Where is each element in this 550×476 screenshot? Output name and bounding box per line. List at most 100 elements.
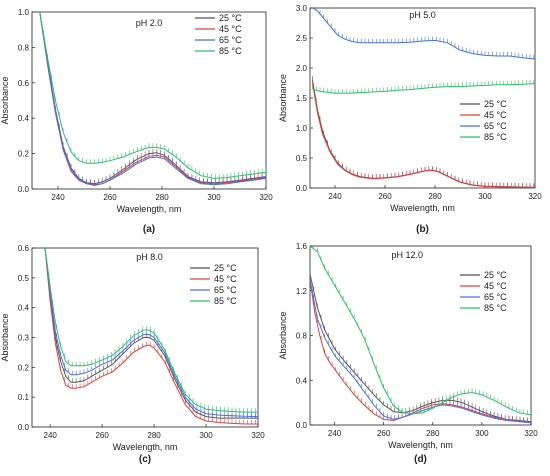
y-tick-label: 1.2: [296, 287, 308, 296]
legend-label: 65 °C: [219, 35, 242, 45]
series-line: [312, 8, 535, 60]
x-tick-label: 240: [51, 193, 65, 202]
series-line: [44, 248, 258, 419]
y-axis-label: Absorbance: [0, 313, 10, 361]
y-tick-label: 0.0: [296, 184, 308, 193]
legend-label: 25 °C: [219, 13, 242, 23]
x-tick-label: 320: [251, 431, 265, 440]
x-tick-label: 300: [207, 193, 221, 202]
y-tick-label: 0.5: [296, 154, 308, 163]
x-tick-label: 240: [44, 431, 58, 440]
x-tick-label: 300: [475, 429, 489, 438]
chart-title: pH 5.0: [409, 10, 436, 20]
series-line: [39, 12, 266, 185]
legend-label: 85 °C: [484, 303, 507, 313]
x-tick-label: 280: [428, 192, 442, 201]
chart-title: pH 8.0: [136, 252, 163, 262]
y-tick-label: 0.0: [18, 185, 30, 194]
y-tick-label: 0.6: [18, 79, 30, 88]
panel-letter: (b): [416, 224, 429, 235]
x-tick-label: 300: [199, 431, 213, 440]
series-2: [312, 8, 535, 60]
y-tick-label: 0.5: [18, 274, 30, 283]
series-line: [39, 12, 266, 187]
series-line: [44, 248, 258, 425]
y-tick-label: 3.0: [296, 4, 308, 13]
legend-label: 85 °C: [214, 296, 237, 306]
series-line: [312, 82, 535, 188]
x-axis-label: Wavelength, nm: [117, 204, 182, 214]
y-tick-label: 0.4: [18, 114, 30, 123]
legend-label: 85 °C: [219, 46, 242, 56]
x-tick-label: 320: [528, 192, 542, 201]
y-tick-label: 2.5: [296, 34, 308, 43]
legend-label: 25 °C: [214, 263, 237, 273]
chart-panel-0: 240 260 280 300 320 0.0 0.2 0.4 0.6 0.8 1.0 Wavelen…: [0, 8, 273, 235]
x-tick-label: 240: [328, 192, 342, 201]
x-tick-label: 260: [377, 429, 391, 438]
y-tick-label: 0.0: [296, 421, 308, 430]
legend: 25 °C45 °C65 °C85 °C: [190, 263, 237, 306]
legend-label: 65 °C: [484, 121, 507, 131]
legend-label: 45 °C: [214, 274, 237, 284]
y-axis-label: Absorbance: [278, 311, 288, 359]
series-1: [312, 79, 535, 188]
y-tick-label: 0.4: [296, 376, 308, 385]
x-tick-label: 240: [328, 429, 342, 438]
y-axis-label: Absorbance: [0, 76, 10, 124]
x-tick-label: 320: [524, 429, 538, 438]
y-tick-label: 0.8: [296, 332, 308, 341]
legend-label: 45 °C: [484, 110, 507, 120]
y-tick-label: 0.3: [18, 334, 30, 343]
series-line: [312, 83, 535, 94]
x-tick-label: 320: [259, 193, 273, 202]
x-axis-label: Wavelength, nm: [388, 440, 453, 450]
x-tick-label: 260: [95, 431, 109, 440]
legend-label: 25 °C: [484, 270, 507, 280]
series-3: [312, 79, 535, 94]
y-tick-label: 2.0: [296, 64, 308, 73]
y-axis-label: Absorbance: [278, 74, 288, 122]
chart-panel-1: 240 260 280 300 320 0.0 0.5 1.0 1.5 2.0 2.5 3.0 Wave…: [278, 4, 542, 235]
plot-frame: [309, 7, 536, 189]
x-axis-label: Wavelength, nm: [113, 442, 178, 452]
x-tick-label: 280: [147, 431, 161, 440]
y-tick-label: 0.0: [18, 423, 30, 432]
x-axis-label: Wavelength, nm: [390, 203, 455, 213]
y-tick-label: 1.5: [296, 94, 308, 103]
series-3: [44, 248, 258, 413]
legend-label: 45 °C: [484, 281, 507, 291]
legend: 25 °C45 °C65 °C85 °C: [195, 13, 242, 56]
panel-letter: (c): [139, 454, 151, 465]
legend-label: 65 °C: [214, 285, 237, 295]
series-line: [44, 248, 258, 413]
legend-label: 25 °C: [484, 99, 507, 109]
legend: 25 °C45 °C65 °C85 °C: [460, 99, 507, 142]
x-tick-label: 260: [103, 193, 117, 202]
legend-label: 65 °C: [484, 292, 507, 302]
legend-label: 85 °C: [484, 132, 507, 142]
chart-title: pH 12.0: [391, 250, 423, 260]
series-3: [39, 12, 266, 179]
series-1: [44, 248, 258, 425]
panel-letter: (a): [143, 224, 155, 235]
series-line: [44, 248, 258, 418]
y-tick-label: 1.0: [18, 8, 30, 17]
plot-frame: [31, 11, 267, 190]
x-tick-label: 260: [378, 192, 392, 201]
panel-letter: (d): [414, 454, 427, 465]
y-tick-label: 0.4: [18, 304, 30, 313]
series-2: [39, 12, 266, 187]
series-line: [39, 12, 266, 179]
series-3: [310, 246, 531, 416]
y-tick-label: 0.1: [18, 393, 30, 402]
y-tick-label: 0.2: [18, 150, 30, 159]
chart-title: pH 2.0: [136, 18, 163, 28]
y-tick-label: 0.6: [18, 244, 30, 253]
legend: 25 °C45 °C65 °C85 °C: [460, 270, 507, 313]
y-tick-label: 1.0: [296, 124, 308, 133]
y-tick-label: 1.6: [296, 242, 308, 251]
legend-label: 45 °C: [219, 24, 242, 34]
chart-panel-2: 240 260 280 300 320 0.0 0.1 0.2 0.3 0.4 0.5 0.6 Wave…: [0, 244, 265, 465]
